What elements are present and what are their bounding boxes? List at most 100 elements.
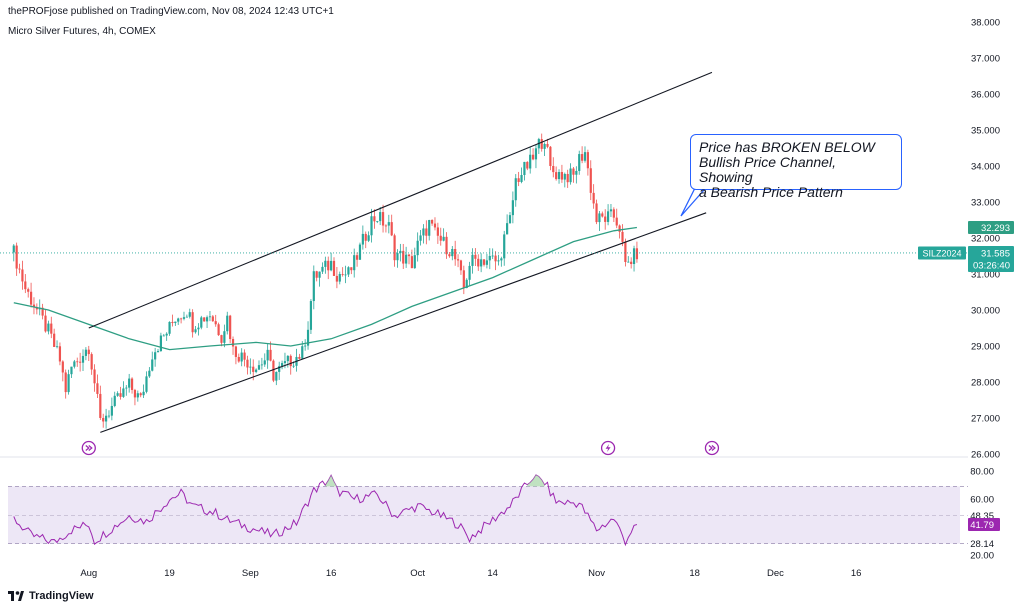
fast-forward-icon: [704, 440, 720, 456]
tradingview-logo[interactable]: TradingView: [8, 590, 94, 602]
candle-body: [309, 301, 313, 330]
candle-body: [627, 261, 630, 263]
candle-body: [465, 279, 468, 289]
annotation-pointer: [680, 187, 705, 217]
candle-body: [162, 335, 165, 337]
candle-body: [560, 172, 564, 180]
candle-body: [632, 248, 636, 265]
time-tick-label: Sep: [242, 568, 259, 579]
candle-body: [87, 349, 90, 355]
candle-body: [211, 316, 214, 322]
rsi-overbought-fill: [325, 475, 337, 487]
price-tick-label: 36.000: [971, 90, 1000, 101]
time-tick-label: Dec: [767, 568, 784, 579]
candle-body: [606, 211, 610, 222]
candle-body: [396, 253, 399, 261]
event-marker-glyph: [711, 445, 716, 451]
candle-body: [456, 259, 460, 261]
price-tick-label: 26.000: [971, 450, 1000, 461]
time-tick-label: Aug: [80, 568, 97, 579]
candle-body: [332, 260, 336, 276]
rsi-tick-label: 48.35: [970, 511, 994, 522]
ma-value-label: 32.293: [981, 223, 1010, 234]
candle-body: [151, 359, 154, 371]
candle-body: [96, 383, 99, 394]
candle-body: [315, 271, 318, 278]
candle-body: [188, 312, 191, 317]
candle-body: [226, 315, 229, 332]
candle-body: [361, 233, 364, 245]
candle-body: [583, 152, 587, 161]
candle-body: [84, 349, 87, 356]
candle-body: [604, 216, 607, 222]
symbol-badge: [918, 246, 966, 260]
candle-body: [503, 234, 506, 259]
candle-body: [156, 351, 160, 353]
candle-body: [128, 378, 131, 388]
price-tick-label: 32.000: [971, 234, 1000, 245]
candle-body: [367, 235, 370, 241]
candle-body: [15, 245, 18, 269]
candle-body: [557, 172, 561, 180]
candle-body: [104, 415, 108, 422]
candle-body: [563, 173, 566, 180]
candle-body: [113, 395, 116, 406]
candle-body: [81, 355, 85, 363]
candle-body: [433, 223, 437, 228]
candle-body: [500, 258, 503, 261]
candle-body: [552, 166, 555, 173]
candle-body: [220, 335, 223, 343]
moving-average-line: [13, 226, 637, 351]
candle-body: [624, 241, 627, 262]
candle-body: [635, 248, 639, 260]
candle-body: [589, 168, 592, 193]
candle-body: [506, 223, 509, 235]
bar-countdown-label: 03:26:40: [973, 260, 1010, 271]
candle-body: [301, 346, 304, 359]
candle-body: [419, 235, 422, 241]
candle-body: [223, 331, 226, 343]
candle-body: [615, 217, 618, 226]
price-tick-label: 35.000: [971, 126, 1000, 137]
candle-body: [249, 366, 252, 368]
candle-body: [609, 209, 613, 212]
candle-body: [298, 356, 301, 359]
candle-body: [168, 321, 171, 334]
candle-body: [214, 321, 217, 325]
candle-body: [430, 219, 434, 224]
rsi-tick-label: 20.00: [970, 551, 994, 562]
candle-body: [482, 259, 486, 265]
candle-body: [243, 352, 246, 360]
price-tick-label: 38.000: [971, 18, 1000, 29]
candle-body: [246, 359, 249, 368]
annotation-line-2: Bullish Price Channel, Showing: [699, 154, 836, 185]
candle-body: [110, 405, 113, 416]
candle-body: [263, 360, 266, 365]
candle-body: [511, 200, 514, 216]
tradingview-logo-icon: [8, 591, 24, 601]
candle-body: [373, 216, 376, 222]
price-tick-label: 31.000: [971, 270, 1000, 281]
candle-body: [436, 227, 439, 236]
instrument-title: Micro Silver Futures, 4h, COMEX: [8, 26, 156, 37]
candle-body: [381, 212, 385, 226]
candle-body: [474, 254, 477, 259]
price-tick-label: 30.000: [971, 306, 1000, 317]
annotation-callout[interactable]: Price has BROKEN BELOW Bullish Price Cha…: [690, 134, 902, 200]
candle-body: [462, 270, 465, 289]
candle-body: [598, 213, 601, 223]
candle-body: [41, 307, 44, 316]
candle-body: [255, 369, 258, 372]
candle-body: [44, 315, 47, 332]
fast-forward-icon: [81, 440, 96, 456]
candle-body: [508, 215, 512, 224]
candle-body: [439, 235, 442, 241]
price-axis: 38.000 37.000 36.000 35.000 34.000 33.000 32.0…: [971, 18, 1000, 461]
candle-body: [407, 254, 411, 257]
candle-body: [289, 355, 292, 367]
candle-body: [257, 365, 261, 370]
candle-body: [344, 274, 347, 276]
candle-body: [540, 139, 543, 149]
candle-body: [35, 307, 38, 310]
